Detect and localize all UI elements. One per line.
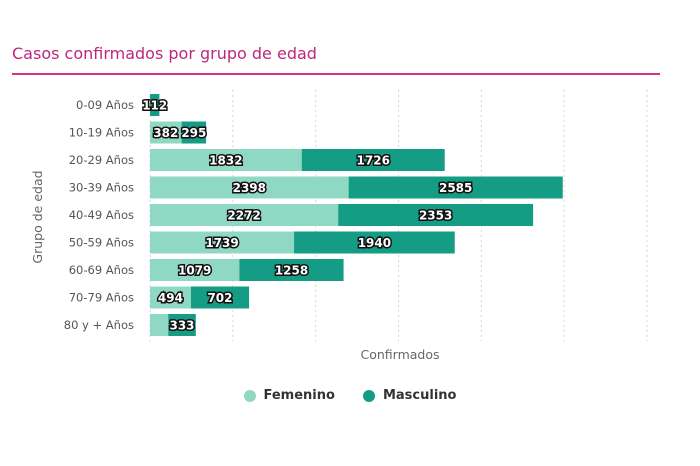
legend-swatch-femenino: [243, 389, 256, 402]
y-tick-label: 10-19 Años: [69, 126, 134, 140]
data-label: 333: [169, 319, 194, 333]
y-tick-label: 30-39 Años: [69, 181, 134, 195]
y-axis-title: Grupo de edad: [30, 170, 45, 263]
bar-masculino: [338, 204, 534, 226]
bar-femenino: [150, 204, 339, 226]
y-tick-label: 70-79 Años: [69, 291, 134, 305]
x-axis-title: Confirmados: [360, 347, 439, 362]
data-label: 1832: [209, 154, 242, 168]
y-tick-label: 0-09 Años: [76, 98, 134, 112]
y-tick-label: 20-29 Años: [69, 153, 134, 167]
data-label: 1079: [178, 264, 211, 278]
legend-label-femenino: Femenino: [263, 388, 335, 403]
bar-masculino: [301, 149, 445, 171]
data-label: 1739: [205, 236, 238, 250]
title-divider: [12, 73, 660, 75]
data-label: 1: [146, 99, 154, 113]
bar-masculino: [190, 286, 250, 309]
data-label: 2398: [233, 181, 266, 195]
bar-masculino: [348, 176, 563, 199]
y-tick-label: 60-69 Años: [69, 263, 134, 277]
chart-legend: Femenino Masculino: [0, 388, 700, 403]
y-tick-label: 80 y + Años: [64, 318, 134, 332]
data-label: 2272: [227, 209, 260, 223]
data-label: 1726: [357, 154, 390, 168]
bar-masculino: [239, 259, 344, 281]
legend-item-masculino[interactable]: Masculino: [362, 388, 457, 403]
bar-masculino: [168, 314, 196, 336]
data-label: 494: [158, 291, 183, 305]
data-label: 2353: [419, 209, 452, 223]
data-label: 1258: [275, 264, 308, 278]
data-label: 112: [142, 99, 167, 113]
data-label: 382: [153, 126, 178, 140]
data-label: 2585: [439, 181, 472, 195]
bar-femenino: [150, 176, 349, 199]
chart-title: Casos confirmados por grupo de edad: [12, 44, 317, 63]
data-label: 295: [181, 126, 206, 140]
legend-item-femenino[interactable]: Femenino: [243, 388, 335, 403]
bar-femenino: [150, 314, 169, 336]
bar-femenino: [150, 231, 295, 254]
y-tick-label: 40-49 Años: [69, 208, 134, 222]
y-tick-label: 50-59 Años: [69, 236, 134, 250]
bar-masculino: [150, 94, 160, 116]
bar-masculino: [181, 121, 207, 144]
bar-femenino: [150, 121, 182, 144]
bar-masculino: [294, 231, 455, 254]
legend-swatch-masculino: [362, 389, 375, 402]
bar-femenino: [150, 149, 302, 171]
data-label: 702: [207, 291, 232, 305]
legend-label-masculino: Masculino: [382, 388, 457, 403]
bar-femenino: [150, 286, 191, 309]
bar-femenino: [150, 259, 240, 281]
data-label: 1940: [358, 236, 391, 250]
